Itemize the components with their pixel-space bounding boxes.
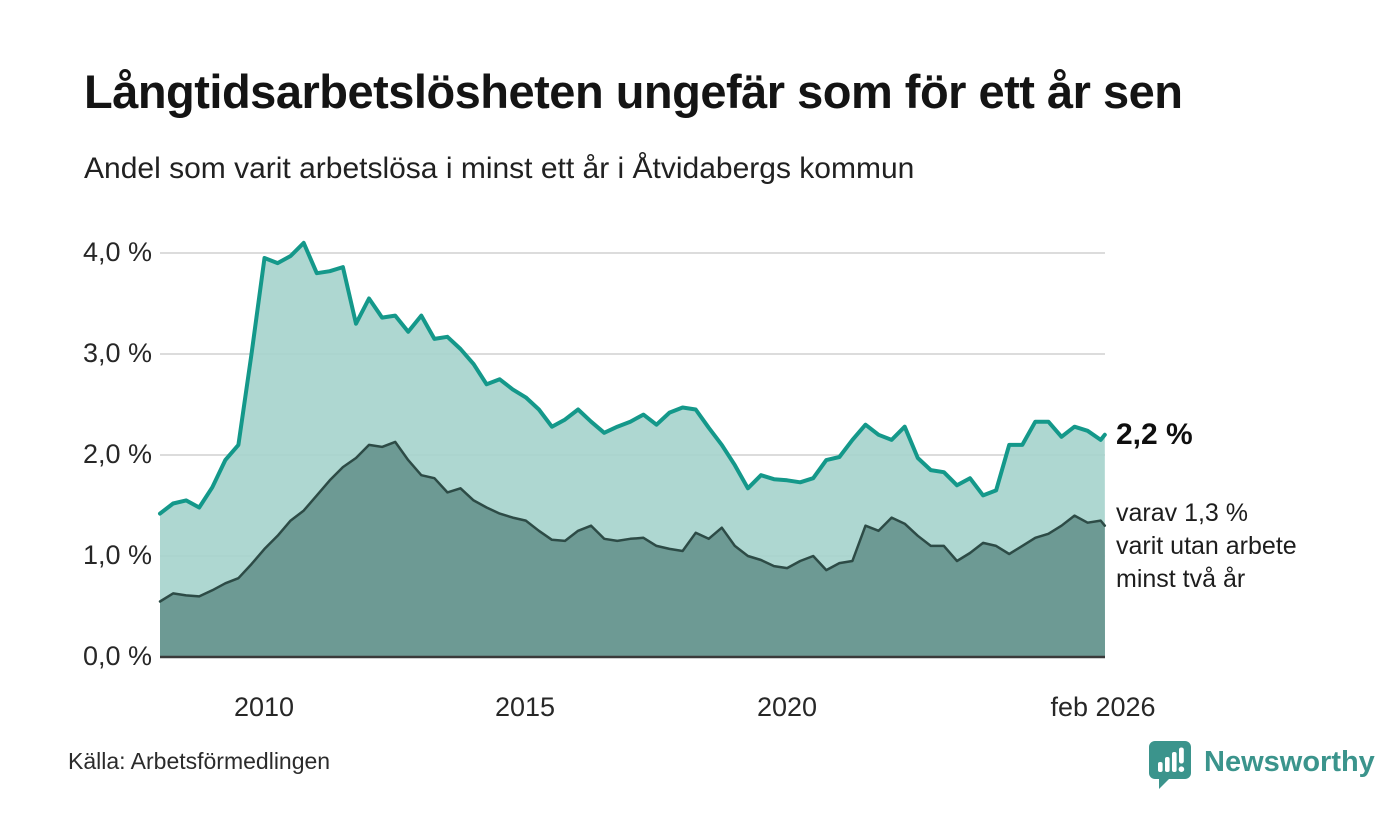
page-subtitle: Andel som varit arbetslösa i minst ett å… (84, 152, 915, 185)
annotation-line: varav 1,3 % (1116, 499, 1249, 527)
y-axis-tick-label: 3,0 % (82, 338, 152, 368)
secondary-value-annotation: varav 1,3 % varit utan arbete minst två … (1116, 497, 1297, 596)
area-fill-minst-tva-ar (160, 441, 1105, 657)
annotation-line: varit utan arbete (1116, 532, 1297, 560)
page-title: Långtidsarbetslösheten ungefär som för e… (84, 65, 1183, 118)
x-axis-tick-label: feb 2026 (1050, 692, 1156, 722)
brand-logo: Newsworthy (1146, 738, 1375, 797)
source-credit: Källa: Arbetsförmedlingen (68, 748, 331, 774)
line-minst-tva-ar (158, 440, 1107, 603)
y-axis-tick-label: 0,0 % (82, 641, 152, 671)
x-axis-tick-label: 2015 (494, 692, 556, 722)
y-axis-tick-label: 4,0 % (82, 237, 152, 267)
y-axis-tick-label: 2,0 % (82, 439, 152, 469)
brand-logo-icon (1146, 738, 1194, 797)
x-axis-tick-label: 2010 (233, 692, 295, 722)
annotation-line: minst två år (1116, 565, 1246, 593)
y-axis-tick-label: 1,0 % (82, 540, 152, 570)
line-minst-ett-ar (158, 240, 1107, 516)
brand-name: Newsworthy (1204, 746, 1375, 778)
x-axis-tick-label: 2020 (756, 692, 818, 722)
latest-value-label: 2,2 % (1116, 418, 1193, 451)
